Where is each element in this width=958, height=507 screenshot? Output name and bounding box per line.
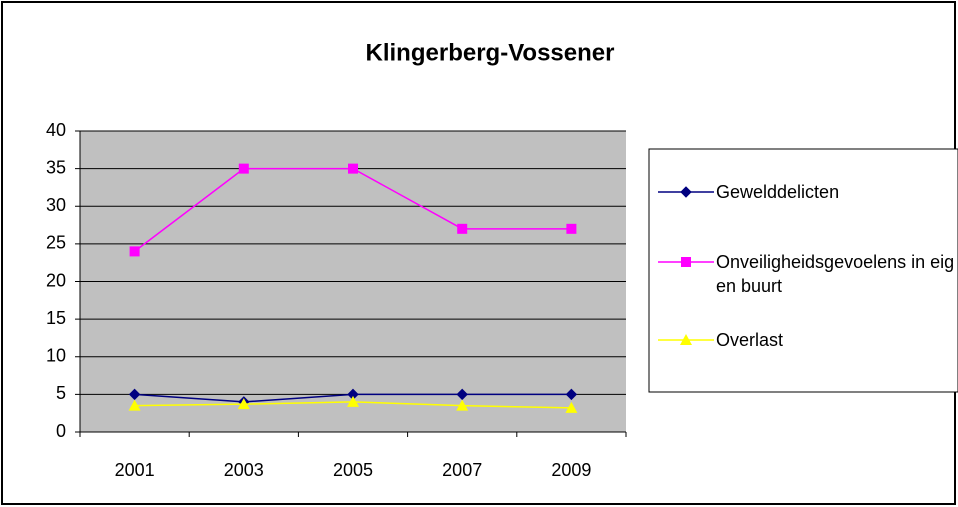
data-point xyxy=(237,398,250,410)
y-tick-label: 20 xyxy=(46,270,66,290)
data-point xyxy=(348,163,358,174)
data-point xyxy=(457,223,468,234)
legend-marker xyxy=(681,257,691,267)
data-point xyxy=(347,395,359,407)
y-tick-label: 30 xyxy=(46,195,66,215)
legend-marker xyxy=(680,334,692,345)
x-tick-label: 2001 xyxy=(115,460,155,480)
chart-title: Klingerberg-Vossener xyxy=(366,39,615,66)
y-tick-label: 10 xyxy=(46,346,66,366)
data-point xyxy=(128,399,141,411)
data-point xyxy=(565,401,578,413)
y-tick-label: 35 xyxy=(46,157,66,177)
y-tick-label: 40 xyxy=(46,120,66,140)
data-point xyxy=(456,399,469,411)
data-point xyxy=(565,388,578,401)
legend-label: Onveiligheidsgevoelens in eigen buurt xyxy=(716,252,955,296)
data-point xyxy=(129,246,140,257)
y-tick-label: 5 xyxy=(56,383,66,403)
legend-box xyxy=(648,148,958,393)
data-point xyxy=(128,388,141,401)
legend-label: Overlast xyxy=(716,330,784,350)
legend-entry: Gewelddelicten xyxy=(716,182,840,202)
legend-entry: Onveiligheidsgevoelens in eigen buurt xyxy=(716,252,955,296)
x-tick-label: 2005 xyxy=(333,460,373,480)
data-point xyxy=(566,223,577,234)
x-tick-label: 2003 xyxy=(224,460,264,480)
y-tick-label: 0 xyxy=(56,421,66,441)
legend-label: Gewelddelicten xyxy=(716,182,840,202)
y-tick-label: 25 xyxy=(46,233,66,253)
legend-marker xyxy=(680,186,692,198)
data-point xyxy=(238,163,249,174)
x-tick-label: 2007 xyxy=(442,460,482,480)
y-tick-label: 15 xyxy=(46,308,66,328)
x-tick-label: 2009 xyxy=(551,460,591,480)
data-point xyxy=(456,388,468,401)
legend-entry: Overlast xyxy=(716,330,784,350)
